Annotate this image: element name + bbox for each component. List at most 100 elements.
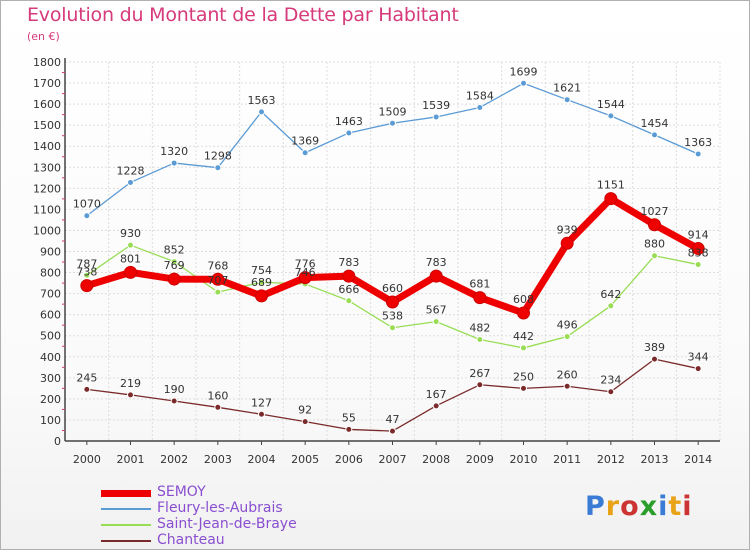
x-tick-label: 2004 <box>248 453 276 466</box>
data-label: 127 <box>251 396 272 409</box>
data-label: 707 <box>207 274 228 287</box>
y-tick-label: 1700 <box>33 77 61 90</box>
data-label: 1228 <box>117 164 145 177</box>
data-label: 660 <box>382 282 403 295</box>
legend-swatch <box>101 540 151 542</box>
data-point <box>258 410 265 418</box>
data-label: 838 <box>688 247 709 260</box>
y-tick-label: 700 <box>40 288 61 301</box>
data-label: 234 <box>600 374 621 387</box>
legend-label: Saint-Jean-de-Braye <box>157 516 297 532</box>
data-point <box>563 333 571 341</box>
chart-subtitle: (en €) <box>27 30 60 43</box>
data-label: 47 <box>386 413 400 426</box>
data-point <box>432 318 440 326</box>
data-label: 1027 <box>641 205 669 218</box>
data-label: 681 <box>469 278 490 291</box>
data-point <box>563 96 571 104</box>
data-point <box>651 252 658 260</box>
data-point <box>560 236 574 250</box>
data-point <box>651 131 658 139</box>
data-point <box>127 391 134 399</box>
x-tick-label: 2012 <box>597 453 625 466</box>
data-label: 914 <box>688 229 709 242</box>
x-tick-label: 2008 <box>422 453 450 466</box>
data-label: 482 <box>469 322 490 335</box>
data-point <box>607 112 615 120</box>
data-label: 608 <box>513 293 534 306</box>
data-label: 1298 <box>204 150 232 163</box>
data-label: 783 <box>426 256 447 269</box>
data-label: 1463 <box>335 115 363 128</box>
data-point <box>211 272 225 286</box>
data-point <box>258 108 265 116</box>
logo-letter: o <box>620 491 640 522</box>
logo-letter: i <box>682 491 693 522</box>
y-tick-label: 800 <box>40 267 61 280</box>
data-label: 538 <box>382 310 403 323</box>
data-label: 738 <box>76 266 97 279</box>
logo-letter: r <box>605 491 621 522</box>
data-point <box>170 159 178 167</box>
x-tick-label: 2002 <box>160 453 188 466</box>
data-point <box>83 271 91 279</box>
y-tick-label: 900 <box>40 246 61 259</box>
data-label: 769 <box>164 259 185 272</box>
data-point <box>298 271 312 285</box>
data-label: 1151 <box>597 179 625 192</box>
data-point <box>345 129 353 137</box>
legend-swatch <box>101 524 151 526</box>
y-tick-label: 0 <box>54 435 61 448</box>
data-point <box>520 79 527 87</box>
x-tick-label: 2005 <box>291 453 319 466</box>
data-point <box>432 113 440 121</box>
data-label: 1363 <box>684 136 712 149</box>
data-point <box>476 381 484 389</box>
logo-letter: t <box>668 491 683 522</box>
x-tick-label: 2010 <box>510 453 538 466</box>
data-label: 852 <box>164 244 185 257</box>
data-point <box>694 150 702 158</box>
data-point <box>342 269 356 283</box>
data-point <box>476 103 484 111</box>
y-tick-label: 300 <box>40 372 61 385</box>
data-label: 1509 <box>379 105 407 118</box>
logo-letter: P <box>585 491 606 522</box>
x-tick-label: 2014 <box>684 453 712 466</box>
data-point <box>167 272 181 286</box>
data-label: 160 <box>207 389 228 402</box>
y-tick-label: 1200 <box>33 182 61 195</box>
y-tick-label: 100 <box>40 414 61 427</box>
y-tick-label: 1500 <box>33 119 61 132</box>
data-point <box>214 164 222 172</box>
data-label: 776 <box>295 258 316 271</box>
data-label: 1320 <box>160 145 188 158</box>
data-label: 787 <box>76 257 97 270</box>
y-tick-label: 400 <box>40 351 61 364</box>
data-point <box>607 302 615 310</box>
y-tick-label: 1600 <box>33 98 61 111</box>
data-point <box>563 382 571 390</box>
data-label: 260 <box>557 368 578 381</box>
x-tick-label: 2001 <box>117 453 145 466</box>
data-point <box>127 241 134 249</box>
data-label: 190 <box>164 383 185 396</box>
data-point <box>389 324 396 332</box>
data-point <box>694 261 702 269</box>
data-label: 219 <box>120 377 141 390</box>
data-point <box>258 278 265 286</box>
proxiti-logo: Proxiti <box>585 491 693 522</box>
legend-swatch <box>101 490 151 497</box>
data-point <box>214 403 222 411</box>
data-point <box>607 388 615 396</box>
legend-label: Chanteau <box>157 532 225 548</box>
legend-label: Fleury-les-Aubrais <box>157 500 283 516</box>
data-label: 754 <box>251 264 272 277</box>
data-point <box>127 178 134 186</box>
data-point <box>389 119 396 127</box>
data-point <box>386 295 399 309</box>
y-tick-label: 1300 <box>33 161 61 174</box>
data-label: 666 <box>338 283 359 296</box>
data-label: 389 <box>644 341 665 354</box>
